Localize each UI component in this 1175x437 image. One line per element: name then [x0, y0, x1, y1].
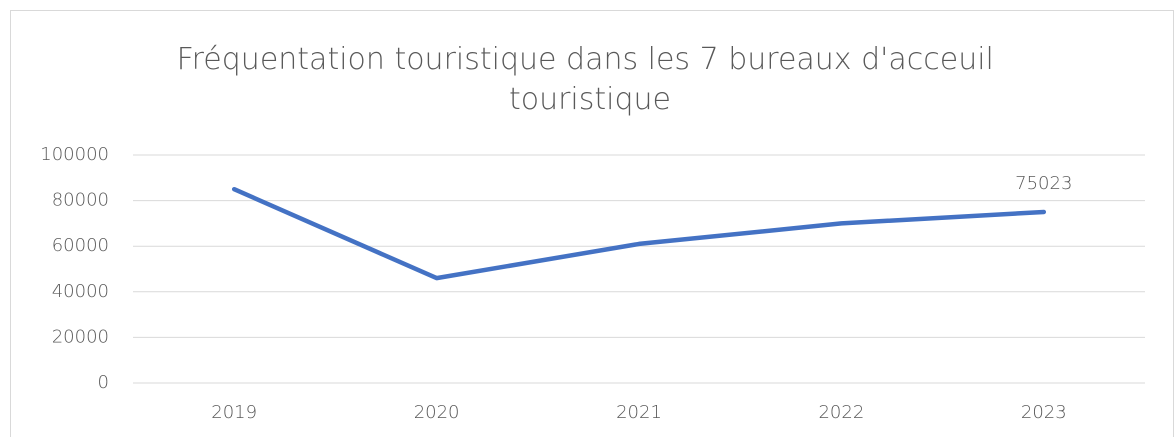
x-tick-label: 2020 [414, 402, 460, 423]
y-tick-label: 40000 [52, 281, 109, 302]
x-tick-label: 2021 [616, 402, 662, 423]
y-tick-label: 0 [98, 372, 109, 393]
y-tick-label: 100000 [40, 144, 109, 165]
x-tick-label: 2019 [211, 402, 257, 423]
y-tick-label: 60000 [52, 235, 109, 256]
y-tick-label: 20000 [52, 326, 109, 347]
data-line [231, 186, 1047, 281]
x-tick-label: 2022 [818, 402, 864, 423]
x-tick-label: 2023 [1021, 402, 1067, 423]
chart-frame [10, 10, 1174, 437]
y-tick-label: 80000 [52, 190, 109, 211]
data-label: 75023 [1015, 173, 1072, 194]
chart-title: Fréquentation touristique dans les 7 bur… [177, 42, 1004, 117]
